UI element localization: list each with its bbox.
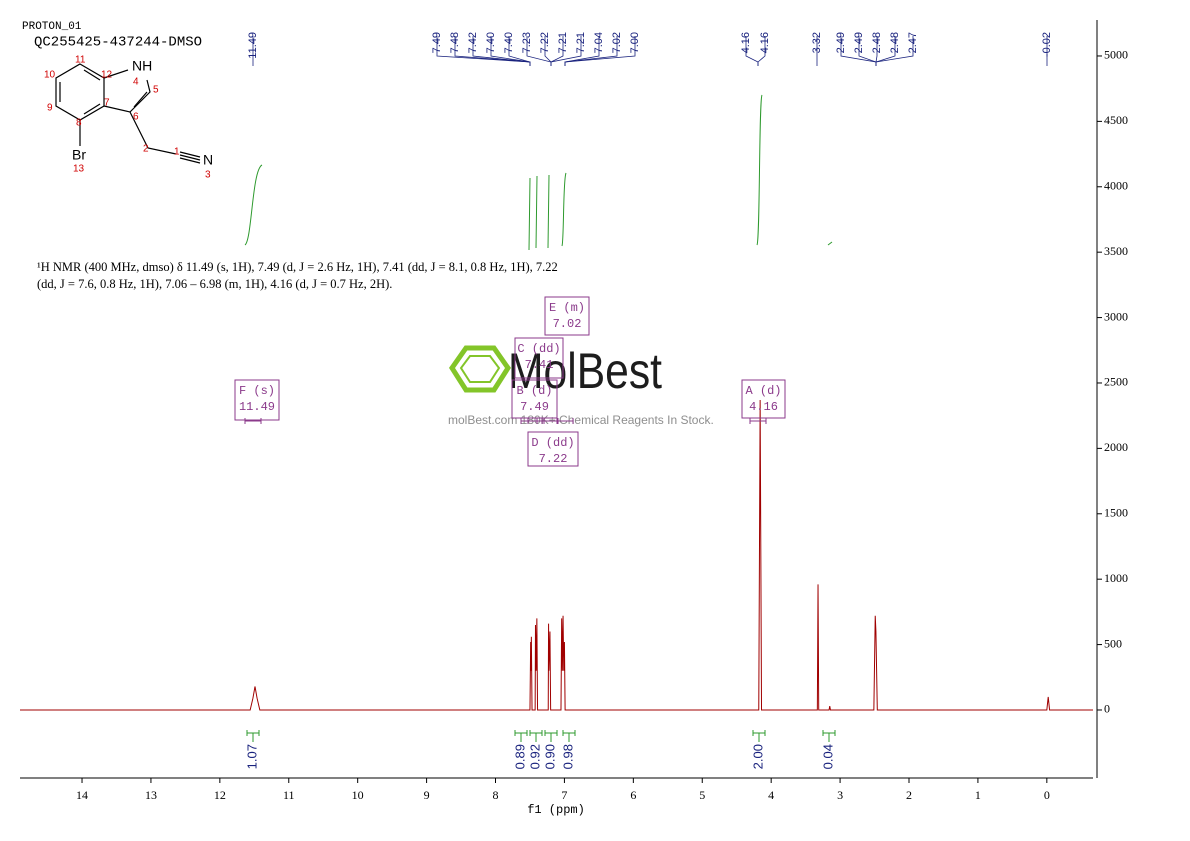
experiment-name: PROTON_01	[22, 21, 82, 33]
integral-label: 2.00	[750, 744, 765, 769]
atom-number: 5	[153, 85, 159, 96]
integral-label: 0.89	[512, 744, 527, 769]
multiplet-shift: 7.02	[553, 317, 582, 331]
x-tick-label: 7	[561, 788, 567, 802]
y-tick-label: 5000	[1104, 48, 1128, 62]
peak-connector	[875, 36, 914, 66]
y-tick-label: 3500	[1104, 244, 1128, 258]
x-tick-label: 3	[837, 788, 843, 802]
peak-connector	[550, 36, 582, 66]
x-axis-label: f1 (ppm)	[527, 803, 585, 817]
integral-bracket	[544, 730, 558, 742]
atom-number: 9	[47, 103, 53, 114]
y-tick-label: 1000	[1104, 571, 1128, 585]
y-tick-label: 4500	[1104, 113, 1128, 127]
atom-number: 11	[75, 55, 86, 66]
y-tick-label: 0	[1104, 702, 1110, 716]
integral-label: 0.90	[542, 744, 557, 769]
atom-number: 6	[133, 112, 139, 123]
description-line: (dd, J = 7.6, 0.8 Hz, 1H), 7.06 – 6.98 (…	[37, 277, 392, 291]
integral-label: 0.98	[560, 744, 575, 769]
multiplet-box	[741, 379, 786, 419]
atom-number: 4	[133, 77, 139, 88]
multiplet-name: B (d)	[516, 384, 552, 398]
x-tick-label: 4	[768, 788, 774, 802]
integral-label: 1.07	[244, 744, 259, 769]
peak-connector	[757, 36, 766, 66]
x-tick-label: 8	[493, 788, 499, 802]
integral-label: 0.04	[820, 744, 835, 769]
integral-bracket	[822, 730, 836, 742]
x-tick-label: 6	[630, 788, 636, 802]
multiplet-shift: 7.41	[525, 358, 554, 372]
description-line: ¹H NMR (400 MHz, dmso) δ 11.49 (s, 1H), …	[37, 260, 558, 274]
atom-number: 3	[205, 170, 211, 181]
multiplet-name: C (dd)	[517, 342, 560, 356]
multiplet-shift: 7.49	[520, 400, 549, 414]
atom-number: 1	[174, 147, 180, 158]
atom-label: Br	[72, 147, 86, 163]
watermark-tagline: molBest.com 180K+ Chemical Reagents In S…	[448, 413, 714, 427]
peak-connector	[508, 36, 531, 66]
multiplet-box	[511, 379, 558, 419]
multiplet-name: D (dd)	[531, 436, 574, 450]
sample-name: QC255425-437244-DMSO	[34, 35, 202, 51]
multiplet-bracket	[749, 418, 767, 424]
multiplet-shift: 7.22	[539, 452, 568, 466]
multiplet-name: A (d)	[745, 384, 781, 398]
x-tick-label: 12	[214, 788, 226, 802]
atom-number: 12	[101, 70, 113, 81]
integral-label: 0.92	[527, 744, 542, 769]
integral-bracket	[562, 730, 576, 742]
x-tick-label: 10	[352, 788, 364, 802]
spectrum-line	[20, 399, 1093, 711]
x-tick-label: 14	[76, 788, 88, 802]
atom-number: 2	[143, 144, 149, 155]
watermark-brand: MolBest	[508, 343, 662, 399]
watermark: MolBest molBest.com 180K+ Chemical Reage…	[448, 343, 714, 427]
y-tick-label: 2000	[1104, 440, 1128, 454]
multiplet-box	[544, 296, 590, 336]
multiplet-bracket	[244, 418, 262, 424]
multiplet-box	[514, 337, 564, 379]
integral-bracket	[529, 730, 543, 742]
x-tick-label: 13	[145, 788, 157, 802]
multiplet-box	[234, 379, 280, 421]
x-tick-label: 0	[1044, 788, 1050, 802]
y-tick-label: 4000	[1104, 179, 1128, 193]
atom-number: 10	[44, 70, 56, 81]
multiplet-bracket	[520, 418, 538, 424]
atom-number: 7	[104, 98, 110, 109]
y-tick-label: 500	[1104, 636, 1122, 650]
y-tick-label: 3000	[1104, 309, 1128, 323]
multiplet-shift: 4.16	[749, 400, 778, 414]
integral-bracket	[752, 730, 766, 742]
x-tick-label: 11	[283, 788, 295, 802]
x-tick-label: 1	[975, 788, 981, 802]
atom-label: N	[203, 152, 213, 168]
multiplet-bracket	[541, 418, 559, 424]
integral-bracket	[514, 730, 528, 742]
x-tick-label: 2	[906, 788, 912, 802]
x-tick-label: 5	[699, 788, 705, 802]
y-tick-label: 2500	[1104, 375, 1128, 389]
peak-connector	[564, 36, 636, 66]
multiplet-name: E (m)	[549, 301, 585, 315]
y-tick-label: 1500	[1104, 506, 1128, 520]
atom-label: NH	[132, 58, 152, 74]
integral-bracket	[246, 730, 260, 742]
atom-number: 8	[76, 118, 82, 129]
multiplet-box	[527, 431, 579, 467]
atom-number: 13	[73, 164, 85, 175]
integral-curves	[244, 94, 833, 251]
multiplet-shift: 11.49	[239, 400, 275, 414]
x-tick-label: 9	[424, 788, 430, 802]
molecule-bonds	[55, 63, 201, 164]
multiplet-name: F (s)	[239, 384, 275, 398]
